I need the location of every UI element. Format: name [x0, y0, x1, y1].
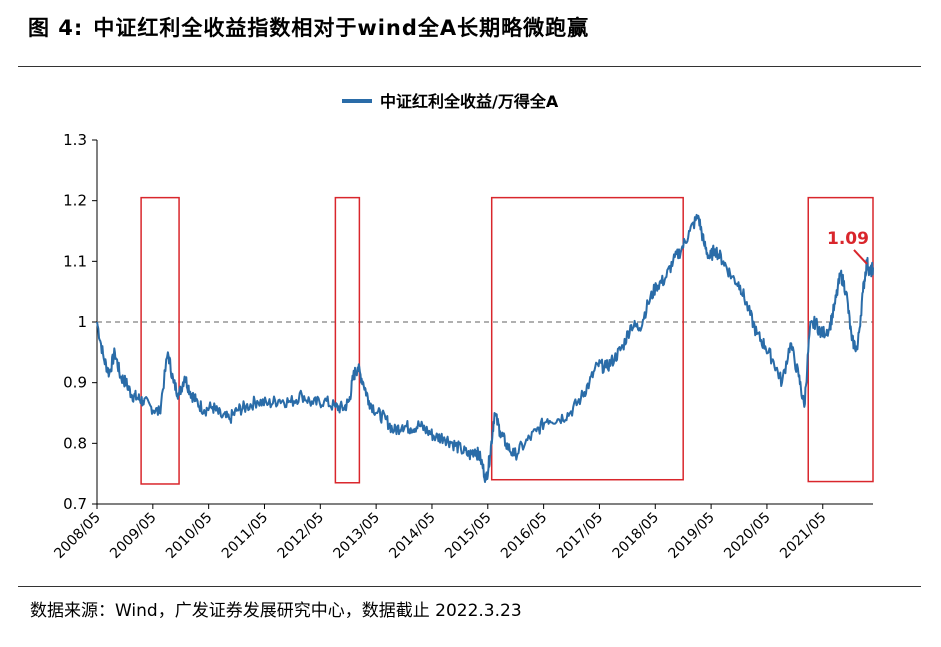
highlight-box	[140, 196, 180, 485]
legend: 中证红利全收益/万得全A	[342, 92, 559, 111]
highlight-box	[334, 196, 361, 484]
legend-label: 中证红利全收益/万得全A	[380, 92, 559, 111]
y-tick-label: 1.3	[63, 131, 87, 149]
x-tick-label: 2017/05	[554, 510, 606, 562]
x-tick-label: 2012/05	[275, 510, 327, 562]
y-tick-label: 1	[77, 313, 87, 331]
x-tick-label: 2015/05	[442, 510, 494, 562]
series-group	[96, 213, 874, 483]
figure-label: 图 4:	[28, 16, 84, 40]
annotations: 1.09	[827, 229, 869, 265]
y-tick-label: 1.1	[63, 252, 87, 270]
bottom-rule	[18, 586, 921, 587]
top-rule	[18, 66, 921, 67]
axes: 0.7 0.8 0.9 1 1.1 1.2 1.3 2008/05 2009/05 2010/05…	[51, 131, 873, 562]
highlight-box	[490, 196, 684, 481]
y-tick-label: 1.2	[63, 192, 87, 210]
x-tick-label: 2010/05	[163, 510, 215, 562]
highlight-boxes	[140, 196, 874, 485]
series-line	[96, 213, 874, 483]
x-tick-label: 2018/05	[610, 510, 662, 562]
figure-title-text: 中证红利全收益指数相对于wind全A长期略微跑赢	[93, 16, 590, 40]
y-tick-label: 0.9	[63, 374, 87, 392]
source-note: 数据来源：Wind，广发证券发展研究中心，数据截止 2022.3.23	[30, 601, 522, 621]
x-tick-label: 2016/05	[498, 510, 550, 562]
y-tick-label: 0.8	[63, 434, 87, 452]
annotation-arrow	[853, 249, 868, 265]
y-tick-label: 0.7	[63, 495, 87, 513]
figure-title: 图 4: 中证红利全收益指数相对于wind全A长期略微跑赢	[28, 12, 589, 42]
annotation-label: 1.09	[827, 229, 869, 249]
x-tick-label: 2013/05	[331, 510, 383, 562]
x-tick-label: 2009/05	[107, 510, 159, 562]
x-tick-label: 2011/05	[219, 510, 271, 562]
x-tick-label: 2021/05	[777, 510, 829, 562]
x-tick-label: 2014/05	[386, 510, 438, 562]
x-tick-label: 2008/05	[51, 510, 103, 562]
x-tick-label: 2019/05	[665, 510, 717, 562]
x-tick-label: 2020/05	[721, 510, 773, 562]
